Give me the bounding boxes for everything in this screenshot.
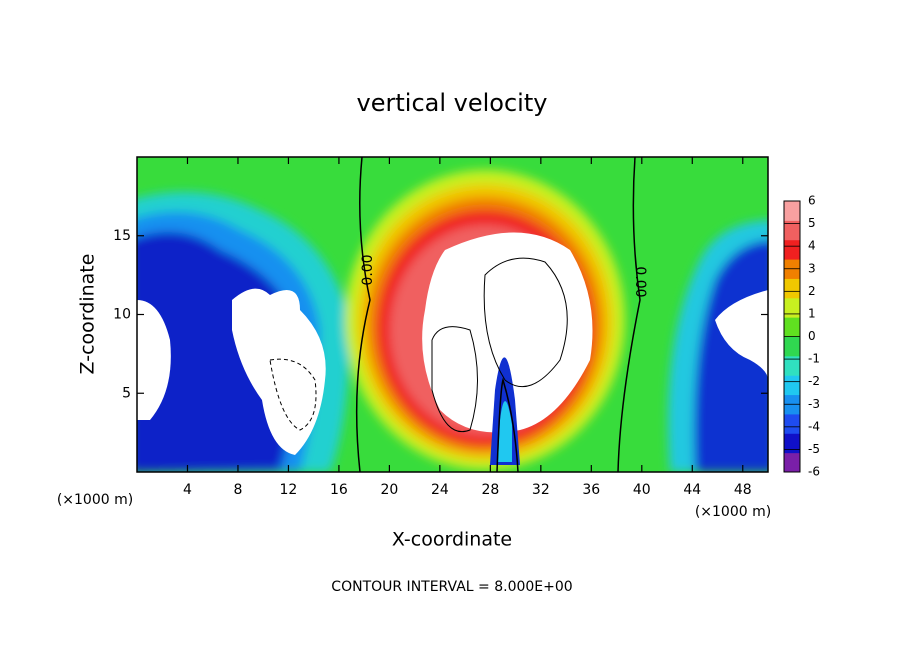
colorbar-tick-label: -3	[808, 397, 820, 411]
colorbar-tick-label: 5	[808, 216, 816, 230]
colorbar-swatch	[784, 201, 800, 221]
x-tick-label: 20	[380, 482, 398, 498]
contour-label: 0.00	[360, 254, 376, 285]
chart-title: vertical velocity	[357, 89, 548, 117]
colorbar-swatch	[784, 355, 800, 376]
x-axis-label: X-coordinate	[392, 529, 512, 551]
y-axis-label: Z-coordinate	[77, 254, 99, 375]
colorbar-swatch	[784, 317, 800, 337]
colorbar-swatch	[784, 413, 800, 434]
colorbar-swatch	[784, 278, 800, 299]
colorbar-swatch	[784, 297, 800, 318]
contour-label: 0.00	[632, 266, 648, 297]
colorbar-swatch	[784, 452, 800, 473]
x-tick-label: 40	[633, 482, 651, 498]
x-tick-label: 48	[734, 482, 752, 498]
colorbar-swatch	[784, 239, 800, 260]
colorbar-tick-label: -1	[808, 352, 820, 366]
colorbar-swatch	[784, 220, 800, 241]
colorbar-tick-label: -4	[808, 419, 820, 433]
colorbar-tick-label: -5	[808, 442, 820, 456]
x-tick-label: 44	[683, 482, 701, 498]
colorbar-swatch	[784, 375, 800, 396]
y-tick-label: 10	[113, 307, 131, 323]
y-unit: (×1000 m)	[695, 504, 771, 520]
colorbar-tick-label: 3	[808, 261, 816, 275]
x-tick-label: 36	[582, 482, 600, 498]
x-tick-label: 16	[330, 482, 348, 498]
colorbar-tick-label: 0	[808, 329, 816, 343]
colorbar-tick-label: 4	[808, 239, 816, 253]
colorbar-tick-label: 2	[808, 284, 816, 298]
y-tick-label: 15	[113, 228, 131, 244]
colorbar-swatch	[784, 433, 800, 454]
field	[137, 157, 768, 472]
x-tick-label: 4	[183, 482, 192, 498]
y-tick-label: 5	[122, 385, 131, 401]
x-unit: (×1000 m)	[57, 492, 133, 508]
x-tick-label: 32	[532, 482, 550, 498]
x-tick-label: 12	[280, 482, 298, 498]
colorbar-tick-label: -6	[808, 465, 820, 479]
colorbar-tick-label: -2	[808, 374, 820, 388]
colorbar-tick-label: 1	[808, 306, 816, 320]
colorbar-swatch	[784, 336, 800, 357]
colorbar-tick-label: 6	[808, 194, 816, 208]
footer: CONTOUR INTERVAL = 8.000E+00	[331, 579, 572, 595]
x-tick-label: 24	[431, 482, 449, 498]
x-tick-label: 28	[481, 482, 499, 498]
x-tick-label: 8	[233, 482, 242, 498]
